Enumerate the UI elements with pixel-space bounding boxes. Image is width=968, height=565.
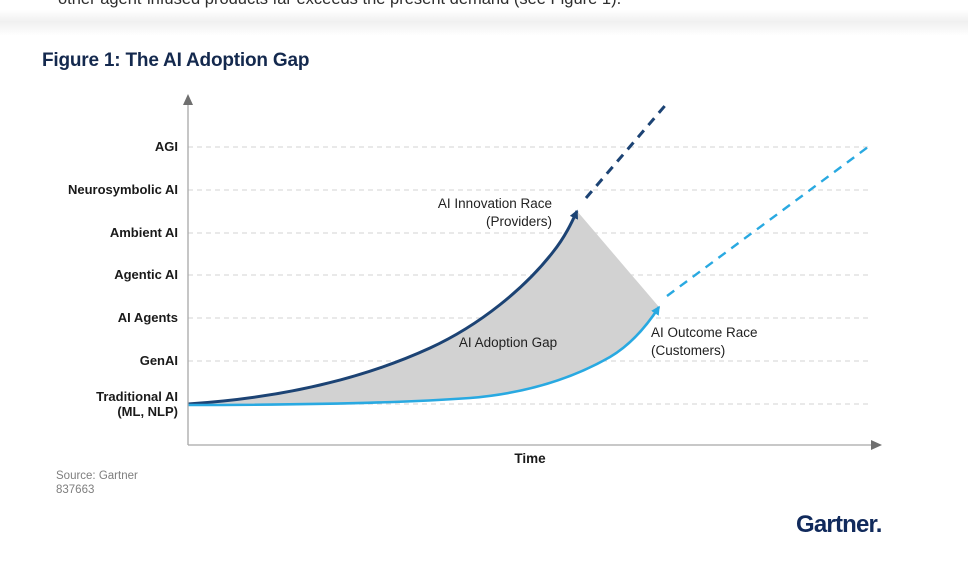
y-axis-label-agentic-ai: Agentic AI xyxy=(114,267,178,282)
x-axis-title: Time xyxy=(514,451,546,466)
y-axis-label-traditional-ai: Traditional AI (ML, NLP) xyxy=(8,389,178,419)
y-axis-arrow-icon xyxy=(183,94,193,105)
figure-title: Figure 1: The AI Adoption Gap xyxy=(42,50,310,71)
innovation-race-label-line2: (Providers) xyxy=(485,213,552,229)
y-axis-label-ai-agents: AI Agents xyxy=(117,310,178,325)
y-axis-label-genai: GenAI xyxy=(139,353,178,368)
scroll-shadow-band xyxy=(0,10,968,36)
source-note-line2: 837663 xyxy=(56,483,95,496)
y-axis-label-traditional-ai-line2: (ML, NLP) xyxy=(117,404,178,419)
source-note: Source: Gartner 837663 xyxy=(56,470,138,497)
outcome-race-label-line2: (Customers) xyxy=(651,342,726,358)
adoption-gap-label: AI Adoption Gap xyxy=(458,335,558,350)
y-axis-label-traditional-ai-line1: Traditional AI xyxy=(96,389,178,404)
innovation-race-dashed-extension xyxy=(584,100,671,199)
axes xyxy=(187,103,873,446)
outcome-race-curve xyxy=(187,305,661,407)
source-note-line1: Source: Gartner xyxy=(56,470,138,482)
outcome-race-label: AI Outcome Race (Customers) xyxy=(651,324,811,359)
y-axis-label-neurosymbolic-ai: Neurosymbolic AI xyxy=(67,182,178,197)
gartner-logo: Gartner. xyxy=(796,511,882,538)
clipped-paragraph: other agent-infused products far exceeds… xyxy=(58,0,718,9)
y-axis-label-agi: AGI xyxy=(154,139,178,154)
innovation-race-label-line1: AI Innovation Race xyxy=(437,196,552,211)
innovation-race-curve xyxy=(187,209,579,406)
y-axis-label-ambient-ai: Ambient AI xyxy=(109,225,178,240)
adoption-gap-region xyxy=(188,211,659,405)
innovation-race-label: AI Innovation Race (Providers) xyxy=(352,195,552,230)
x-axis-arrow-icon xyxy=(871,440,882,450)
outcome-race-dashed-extension xyxy=(666,146,869,297)
outcome-race-label-line1: AI Outcome Race xyxy=(651,325,758,340)
